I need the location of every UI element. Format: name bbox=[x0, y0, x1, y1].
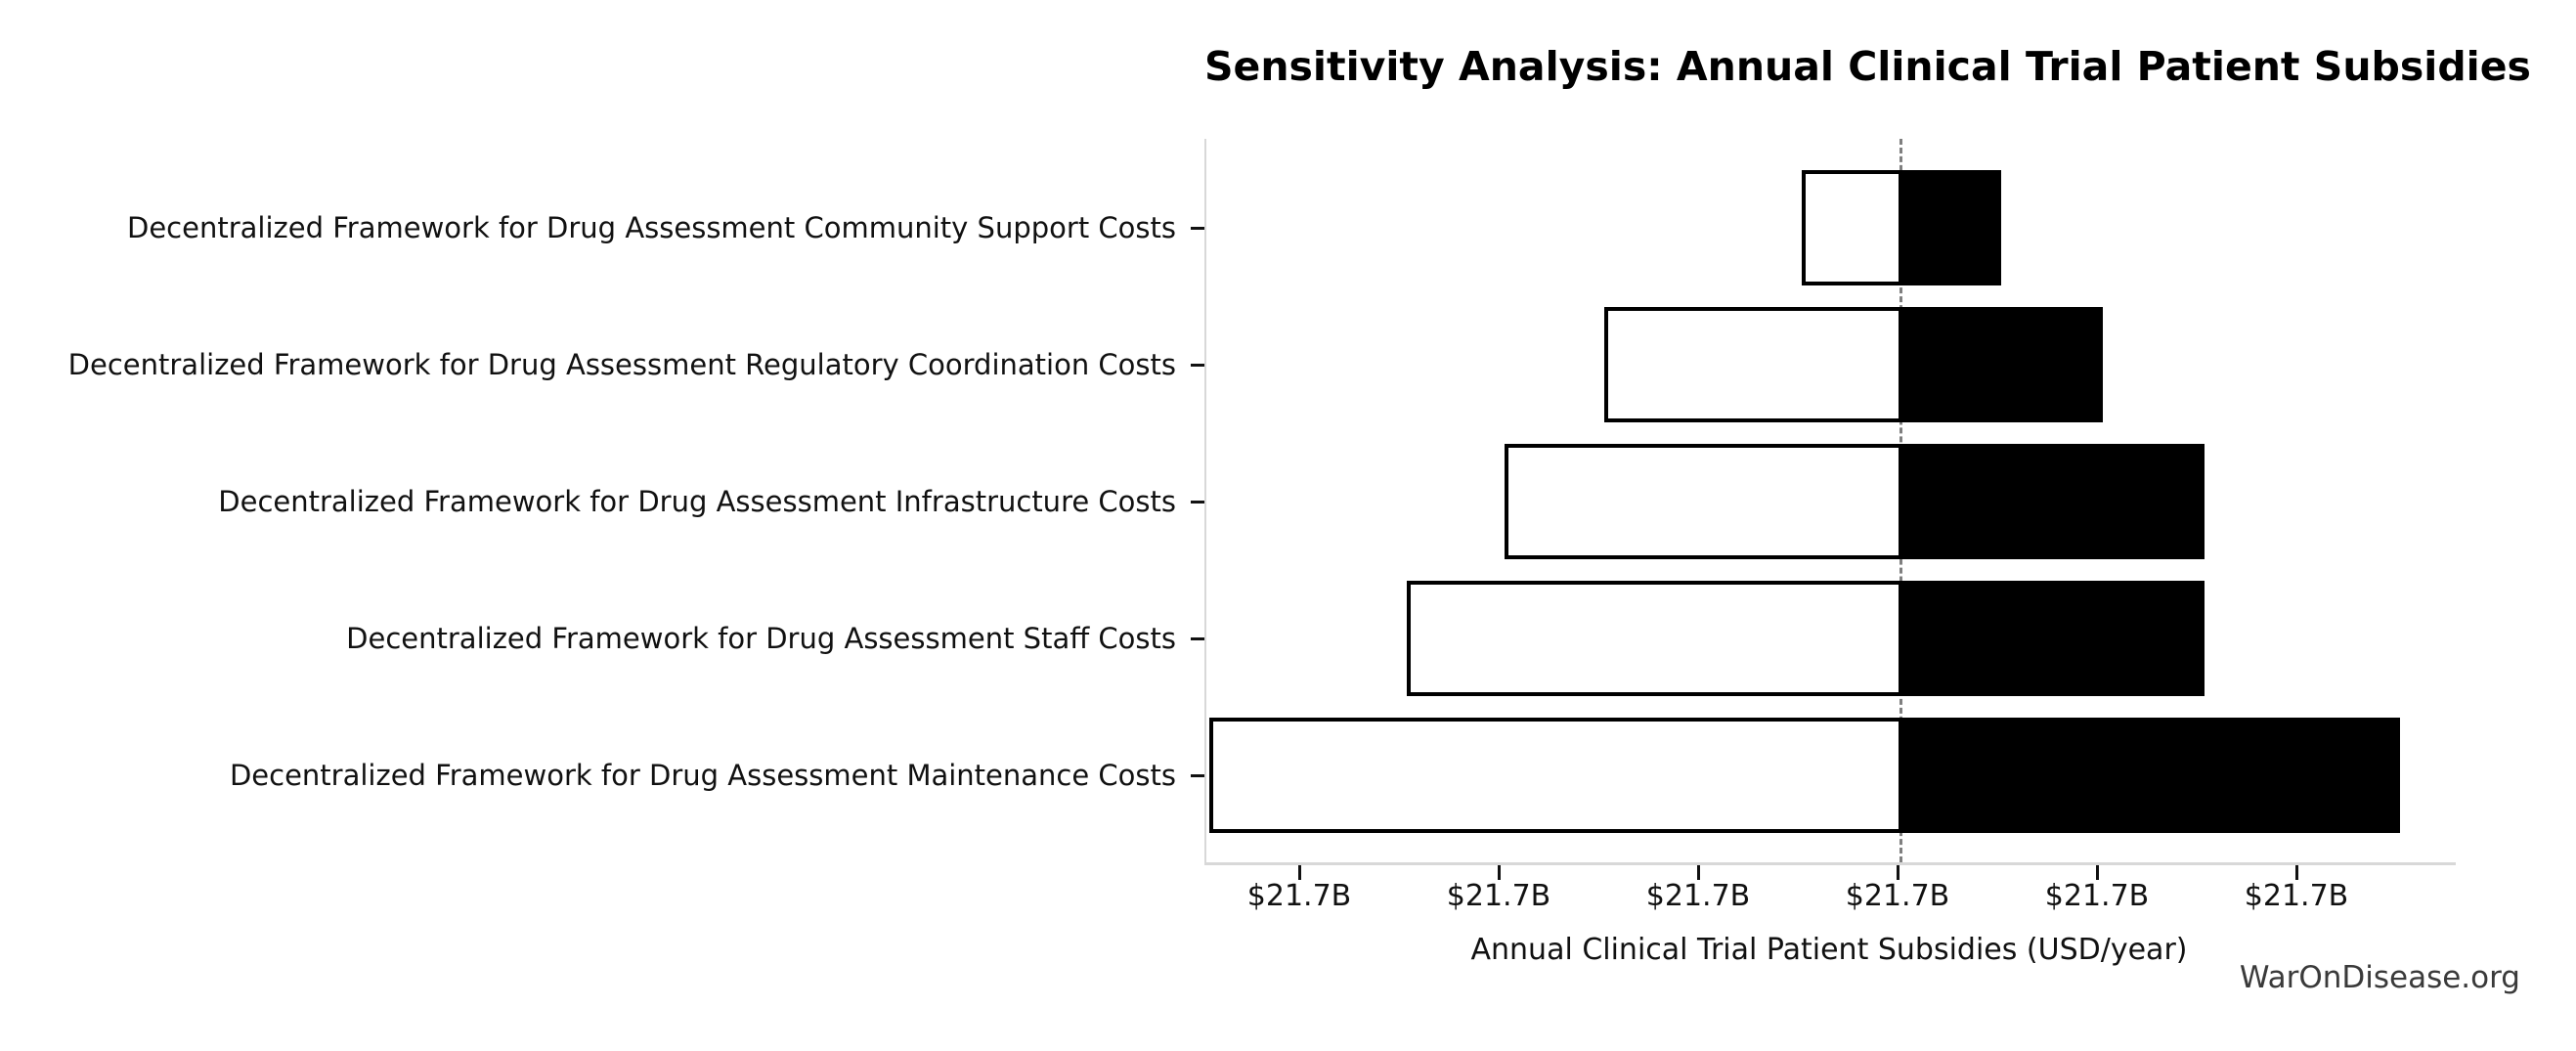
x-tick-mark bbox=[1298, 865, 1301, 880]
x-tick-label: $21.7B bbox=[2244, 879, 2349, 913]
y-axis-label: Decentralized Framework for Drug Assessm… bbox=[229, 759, 1176, 792]
x-tick-mark bbox=[1498, 865, 1501, 880]
y-tick-mark bbox=[1191, 227, 1205, 230]
y-tick-mark bbox=[1191, 637, 1205, 640]
x-tick-label: $21.7B bbox=[1645, 879, 1751, 913]
plot-area bbox=[1204, 139, 2456, 865]
x-tick-label: $21.7B bbox=[1246, 879, 1352, 913]
x-tick-mark bbox=[2096, 865, 2099, 880]
y-axis-label: Decentralized Framework for Drug Assessm… bbox=[218, 485, 1176, 518]
tornado-bar-high-1 bbox=[1899, 307, 2104, 422]
tornado-bar-high-0 bbox=[1899, 170, 2002, 285]
x-tick-label: $21.7B bbox=[1845, 879, 1950, 913]
y-tick-mark bbox=[1191, 774, 1205, 777]
tornado-bar-high-3 bbox=[1899, 581, 2205, 696]
x-tick-mark bbox=[1897, 865, 1899, 880]
tornado-bar-low-1 bbox=[1604, 307, 1902, 422]
y-axis-label: Decentralized Framework for Drug Assessm… bbox=[127, 211, 1176, 244]
tornado-bar-low-4 bbox=[1209, 718, 1902, 833]
y-tick-mark bbox=[1191, 364, 1205, 367]
x-tick-label: $21.7B bbox=[1446, 879, 1551, 913]
tornado-bar-high-2 bbox=[1899, 444, 2205, 559]
tornado-bar-low-2 bbox=[1505, 444, 1902, 559]
chart-title: Sensitivity Analysis: Annual Clinical Tr… bbox=[1204, 43, 2531, 90]
x-axis-title: Annual Clinical Trial Patient Subsidies … bbox=[1470, 933, 2188, 967]
tornado-bar-low-3 bbox=[1407, 581, 1902, 696]
y-tick-mark bbox=[1191, 501, 1205, 504]
x-tick-mark bbox=[2295, 865, 2298, 880]
x-tick-mark bbox=[1697, 865, 1700, 880]
tornado-bar-low-0 bbox=[1802, 170, 1902, 285]
y-axis-label: Decentralized Framework for Drug Assessm… bbox=[67, 348, 1176, 381]
tornado-bar-high-4 bbox=[1899, 718, 2401, 833]
y-axis-label: Decentralized Framework for Drug Assessm… bbox=[346, 622, 1176, 655]
watermark-text: WarOnDisease.org bbox=[2239, 960, 2520, 995]
x-tick-label: $21.7B bbox=[2044, 879, 2150, 913]
